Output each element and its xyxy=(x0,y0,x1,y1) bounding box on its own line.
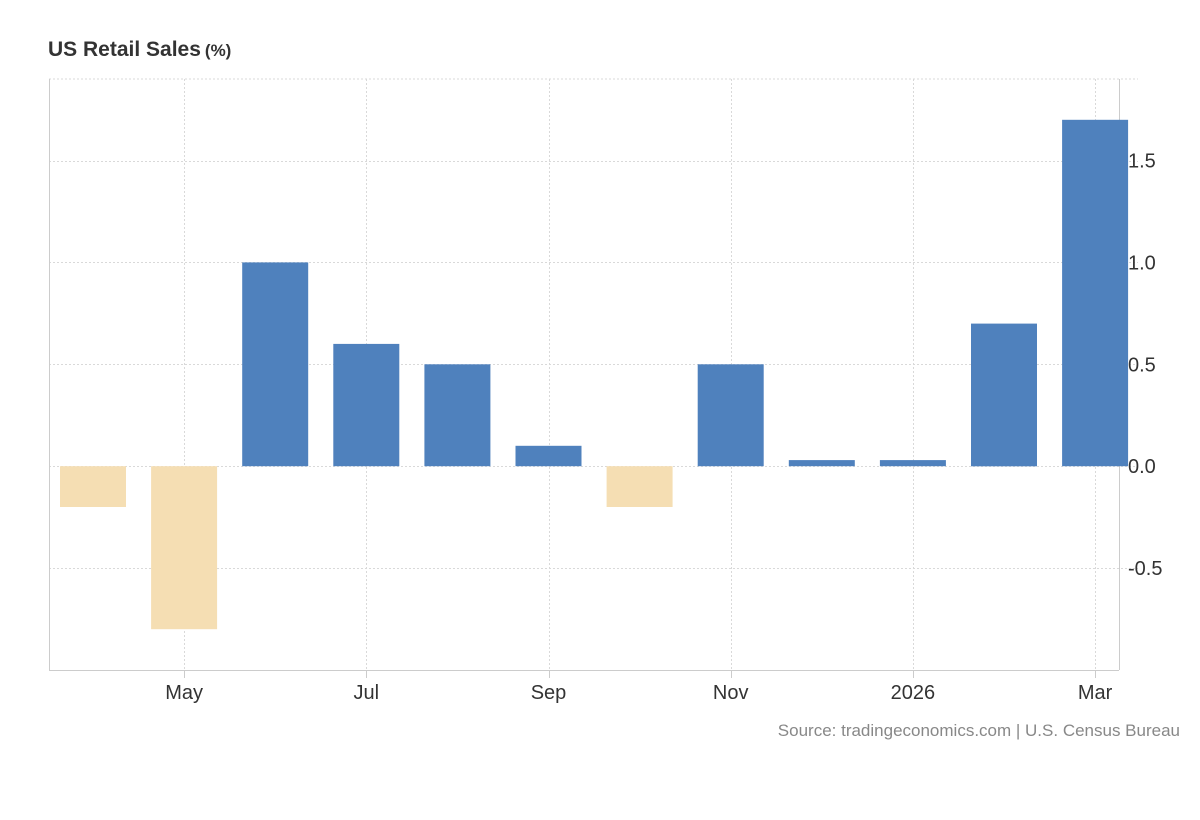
bar-sep-2025 xyxy=(515,445,582,467)
bar-jun-2025 xyxy=(242,262,309,467)
bar-aug-2025 xyxy=(424,364,491,467)
y-tick-label: 0.0 xyxy=(1128,456,1156,478)
bar-jul-2025 xyxy=(333,343,400,467)
bar-nov-2025 xyxy=(697,364,764,467)
bars xyxy=(60,119,1129,630)
chart-title-unit: (%) xyxy=(204,41,232,60)
source-credit: Source: tradingeconomics.com | U.S. Cens… xyxy=(777,721,1180,740)
y-tick-label: -0.5 xyxy=(1128,558,1162,580)
bar-mar-2026 xyxy=(1062,119,1129,467)
x-tick-label: Sep xyxy=(531,682,567,704)
x-tick-label: Jul xyxy=(354,682,380,704)
bar-dec-2025 xyxy=(788,460,855,467)
bar-feb-2026 xyxy=(971,323,1037,467)
bar-oct-2025 xyxy=(606,466,673,507)
chart-title-text: US Retail Sales xyxy=(48,38,201,61)
bar-jan-2026 xyxy=(879,460,946,467)
x-tick-label: Mar xyxy=(1078,682,1113,704)
y-tick-label: 1.0 xyxy=(1128,252,1156,274)
x-tick-label: 2026 xyxy=(891,682,936,704)
x-tick-label: May xyxy=(165,682,203,704)
gridlines xyxy=(49,78,1138,670)
bar-may-2025 xyxy=(151,466,218,630)
x-tick-label: Nov xyxy=(713,682,749,704)
bar-apr-2025 xyxy=(60,466,126,507)
chart-title: US Retail Sales (%) xyxy=(48,38,231,62)
y-tick-label: 0.5 xyxy=(1128,354,1156,376)
tick-labels: -0.5 0.0 0.5 1.0 1.5 May Jul Sep Nov 2026 Mar xyxy=(165,151,1162,705)
y-tick-label: 1.5 xyxy=(1128,151,1156,173)
